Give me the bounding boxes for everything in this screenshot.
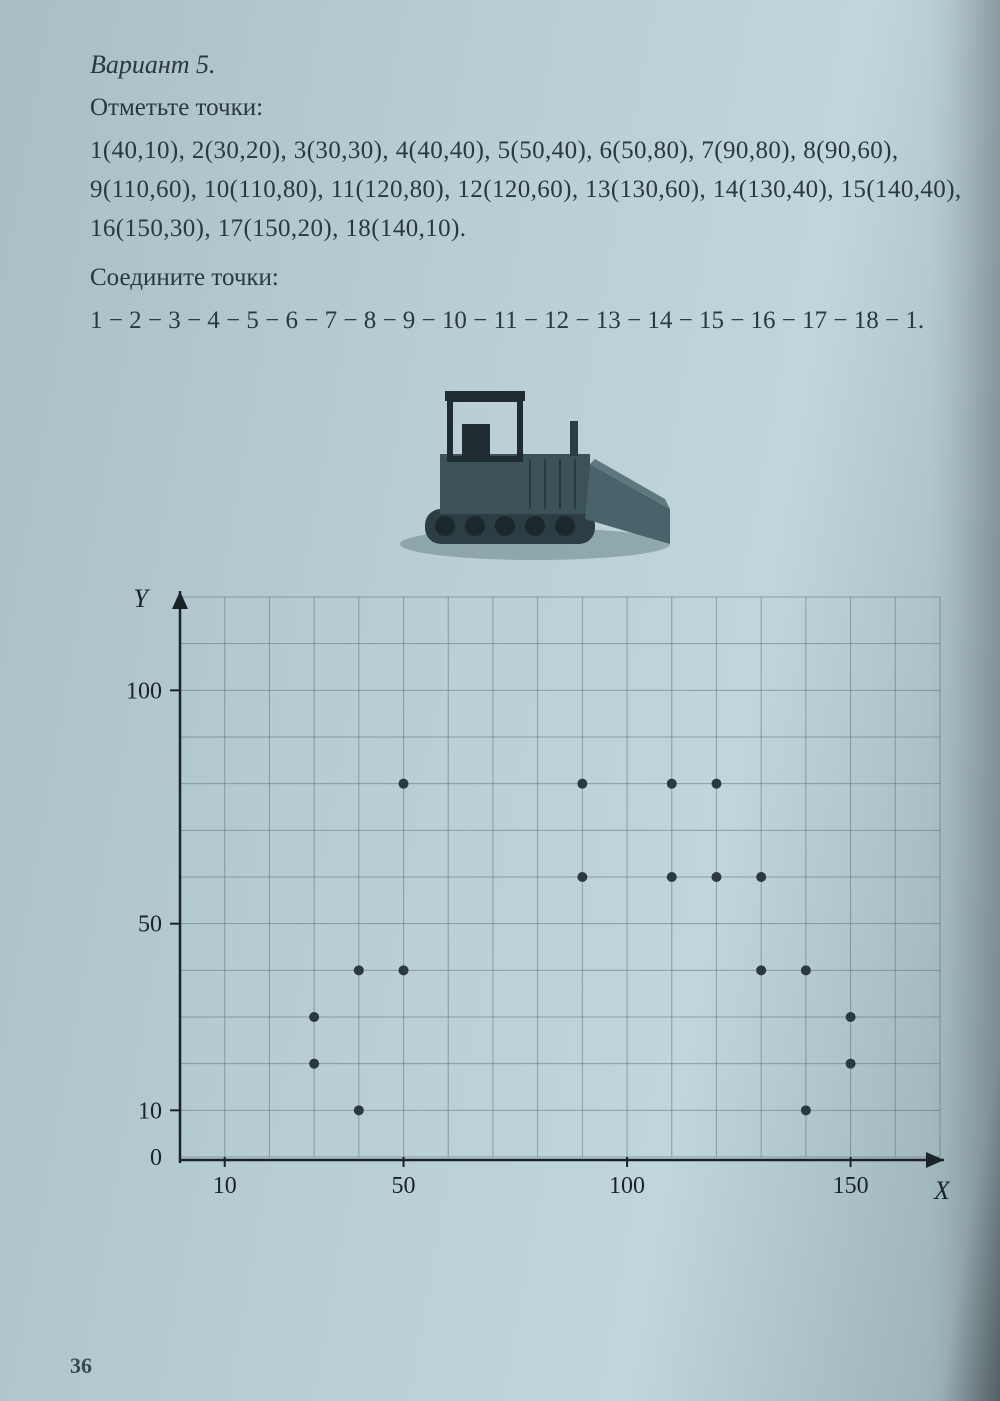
data-point xyxy=(399,965,409,975)
chart-svg: 10 50 100 150 0 10 50 100 X Y xyxy=(70,587,950,1227)
data-point xyxy=(711,872,721,882)
x-tick-label: 10 xyxy=(213,1173,237,1199)
exhaust-pipe xyxy=(570,421,578,456)
track-wheel xyxy=(465,516,485,536)
mark-points-label: Отметьте точки: xyxy=(90,94,970,122)
x-tick-label: 50 xyxy=(392,1173,416,1199)
page-number: 36 xyxy=(70,1353,92,1379)
connect-sequence: 1 − 2 − 3 − 4 − 5 − 6 − 7 − 8 − 9 − 10 −… xyxy=(90,302,970,341)
data-point xyxy=(667,779,677,789)
coordinate-grid-chart: 10 50 100 150 0 10 50 100 X Y xyxy=(70,587,950,1227)
data-point xyxy=(309,1012,319,1022)
y-tick-label: 100 xyxy=(126,678,162,704)
data-point xyxy=(711,779,721,789)
illustration-wrap xyxy=(90,359,970,569)
data-point xyxy=(577,779,587,789)
data-point xyxy=(801,1105,811,1115)
textbook-page: Вариант 5. Отметьте точки: 1(40,10), 2(3… xyxy=(0,0,1000,1401)
cabin-roof xyxy=(445,391,525,401)
data-point xyxy=(354,1105,364,1115)
data-point xyxy=(846,1012,856,1022)
track-wheel xyxy=(525,516,545,536)
track-wheel xyxy=(435,516,455,536)
driver-seat xyxy=(462,424,490,456)
data-point xyxy=(399,779,409,789)
track-wheel xyxy=(495,516,515,536)
y-tick-label: 10 xyxy=(138,1098,162,1124)
data-point xyxy=(801,965,811,975)
data-point xyxy=(846,1059,856,1069)
data-point xyxy=(577,872,587,882)
x-axis-label: X xyxy=(933,1176,950,1205)
bulldozer-illustration xyxy=(370,359,690,569)
x-tick-label: 150 xyxy=(833,1173,869,1199)
variant-title: Вариант 5. xyxy=(90,50,970,80)
y-tick-label: 50 xyxy=(138,912,162,938)
bulldozer-body xyxy=(440,454,590,514)
data-point xyxy=(309,1059,319,1069)
data-point xyxy=(354,965,364,975)
y-axis-label: Y xyxy=(134,587,151,613)
x-tick-label: 100 xyxy=(609,1173,645,1199)
y-axis-arrow xyxy=(172,591,188,609)
x-axis-arrow xyxy=(926,1152,944,1168)
data-point xyxy=(756,965,766,975)
data-point xyxy=(756,872,766,882)
data-point xyxy=(667,872,677,882)
connect-points-label: Соедините точки: xyxy=(90,264,970,292)
points-list: 1(40,10), 2(30,20), 3(30,30), 4(40,40), … xyxy=(90,132,970,248)
y-tick-label: 0 xyxy=(150,1145,162,1171)
track-wheel xyxy=(555,516,575,536)
